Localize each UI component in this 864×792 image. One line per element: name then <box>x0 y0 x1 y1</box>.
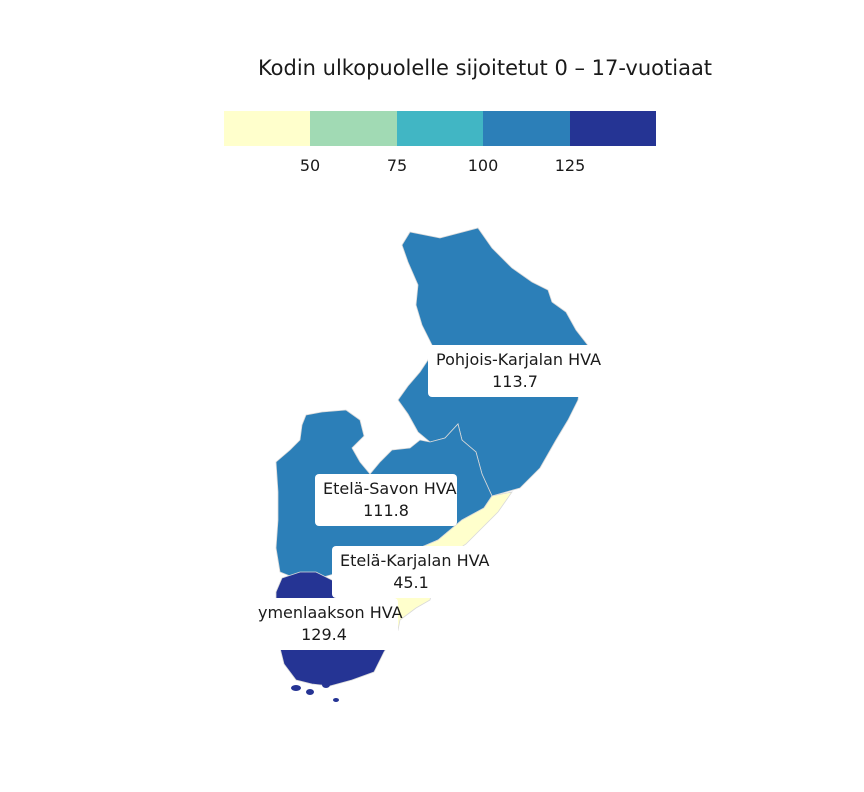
legend-bin-4 <box>483 111 570 146</box>
island-shape <box>322 682 330 688</box>
legend-ticks: 50 75 100 125 <box>224 156 656 176</box>
legend-tick-label: 75 <box>386 156 408 175</box>
legend-bin-1 <box>224 111 311 146</box>
region-label-name: Pohjois-Karjalan HVA <box>436 350 602 369</box>
legend-bin-2 <box>310 111 397 146</box>
region-label-name: Etelä-Savon HVA <box>323 479 457 498</box>
island-shape <box>333 698 339 702</box>
island-shape <box>291 685 301 691</box>
region-label-value: 45.1 <box>393 573 429 592</box>
region-label: Pohjois-Karjalan HVA 113.7 <box>428 345 602 397</box>
region-label: Etelä-Karjalan HVA 45.1 <box>332 546 490 598</box>
region-label-name: Etelä-Karjalan HVA <box>340 551 490 570</box>
region-label: Etelä-Savon HVA 111.8 <box>315 474 457 526</box>
region-label-value: 113.7 <box>492 372 538 391</box>
color-legend <box>224 111 657 146</box>
region-label-value: 111.8 <box>363 501 409 520</box>
legend-bin-3 <box>396 111 484 146</box>
region-label: ymenlaakson HVA 129.4 <box>250 598 403 650</box>
legend-tick-label: 100 <box>467 156 499 175</box>
legend-tick-label: 50 <box>299 156 321 175</box>
legend-bin-5 <box>569 111 657 146</box>
region-label-value: 129.4 <box>301 625 347 644</box>
legend-tick-label: 125 <box>554 156 586 175</box>
map-title: Kodin ulkopuolelle sijoitetut 0 – 17-vuo… <box>257 56 713 80</box>
region-label-name: ymenlaakson HVA <box>258 603 403 622</box>
island-shape <box>306 689 314 695</box>
